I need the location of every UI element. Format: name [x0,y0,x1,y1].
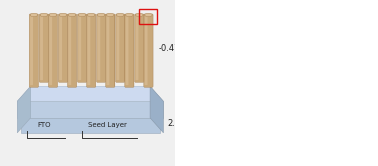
Text: -0.57: -0.57 [226,48,249,57]
Ellipse shape [145,13,152,17]
FancyBboxPatch shape [49,16,52,85]
FancyBboxPatch shape [48,14,57,87]
Polygon shape [104,15,105,81]
FancyBboxPatch shape [96,14,106,82]
Polygon shape [113,15,115,86]
Polygon shape [47,15,48,81]
Polygon shape [21,118,160,133]
FancyBboxPatch shape [77,14,87,82]
Polygon shape [94,15,96,86]
Ellipse shape [107,13,114,17]
Text: -0.47: -0.47 [159,44,180,53]
FancyBboxPatch shape [136,16,138,80]
FancyBboxPatch shape [116,16,119,80]
Polygon shape [152,15,153,86]
FancyBboxPatch shape [58,14,68,82]
Bar [139,9,157,24]
Text: Seed Layer: Seed Layer [87,122,126,128]
FancyBboxPatch shape [98,16,100,80]
FancyBboxPatch shape [125,14,134,87]
FancyBboxPatch shape [68,16,71,85]
Text: 2nSe: 2nSe [299,119,319,128]
FancyBboxPatch shape [222,22,231,158]
FancyBboxPatch shape [166,0,378,166]
Polygon shape [37,15,38,86]
FancyBboxPatch shape [87,16,90,85]
FancyBboxPatch shape [116,14,125,82]
FancyBboxPatch shape [40,16,43,80]
FancyBboxPatch shape [78,16,81,80]
Polygon shape [143,15,144,81]
Ellipse shape [125,13,133,17]
Text: 2.7: 2.7 [167,119,180,128]
Text: ZnO: ZnO [205,29,223,38]
Text: 1.52: 1.52 [361,85,378,95]
Ellipse shape [40,13,48,17]
FancyBboxPatch shape [87,14,96,87]
FancyBboxPatch shape [29,14,39,87]
Polygon shape [17,86,31,133]
FancyBboxPatch shape [191,8,202,158]
Polygon shape [17,101,163,118]
Polygon shape [133,15,134,86]
Text: h⁺: h⁺ [291,105,307,118]
Ellipse shape [136,13,143,17]
Polygon shape [150,86,163,133]
Text: 1.59: 1.59 [226,111,245,120]
Polygon shape [66,15,67,81]
Text: e⁻: e⁻ [217,45,228,54]
FancyBboxPatch shape [220,18,249,161]
FancyBboxPatch shape [59,16,62,80]
FancyBboxPatch shape [39,14,48,82]
Text: g-CN: g-CN [327,93,347,102]
Polygon shape [17,86,163,101]
Ellipse shape [68,13,76,17]
FancyBboxPatch shape [135,14,144,82]
Text: FTO: FTO [37,122,51,128]
FancyBboxPatch shape [144,14,153,87]
Polygon shape [75,15,76,86]
Ellipse shape [97,13,105,17]
Ellipse shape [78,13,86,17]
Ellipse shape [30,13,38,17]
FancyBboxPatch shape [125,16,129,85]
Ellipse shape [59,13,67,17]
FancyBboxPatch shape [107,16,109,85]
Polygon shape [56,15,57,86]
FancyBboxPatch shape [67,14,77,87]
FancyBboxPatch shape [188,5,225,161]
Ellipse shape [49,13,57,17]
Text: -0.51: -0.51 [361,34,378,44]
FancyBboxPatch shape [30,16,33,85]
FancyBboxPatch shape [145,16,147,85]
FancyBboxPatch shape [105,14,115,87]
Polygon shape [85,15,86,81]
Ellipse shape [116,13,124,17]
Ellipse shape [87,13,95,17]
